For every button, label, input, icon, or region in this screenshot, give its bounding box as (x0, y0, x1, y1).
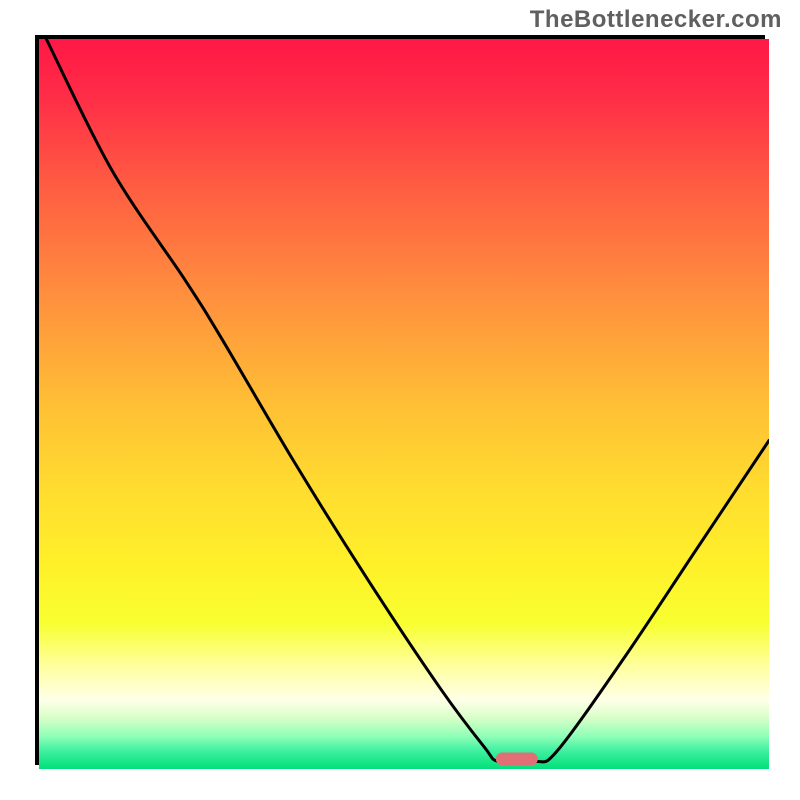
plot-area (35, 35, 765, 765)
curve-layer (39, 39, 769, 769)
watermark-text: TheBottlenecker.com (530, 6, 782, 34)
bottleneck-curve-path (46, 39, 769, 763)
optimal-marker (496, 752, 538, 765)
chart-frame: TheBottlenecker.com (0, 0, 800, 800)
